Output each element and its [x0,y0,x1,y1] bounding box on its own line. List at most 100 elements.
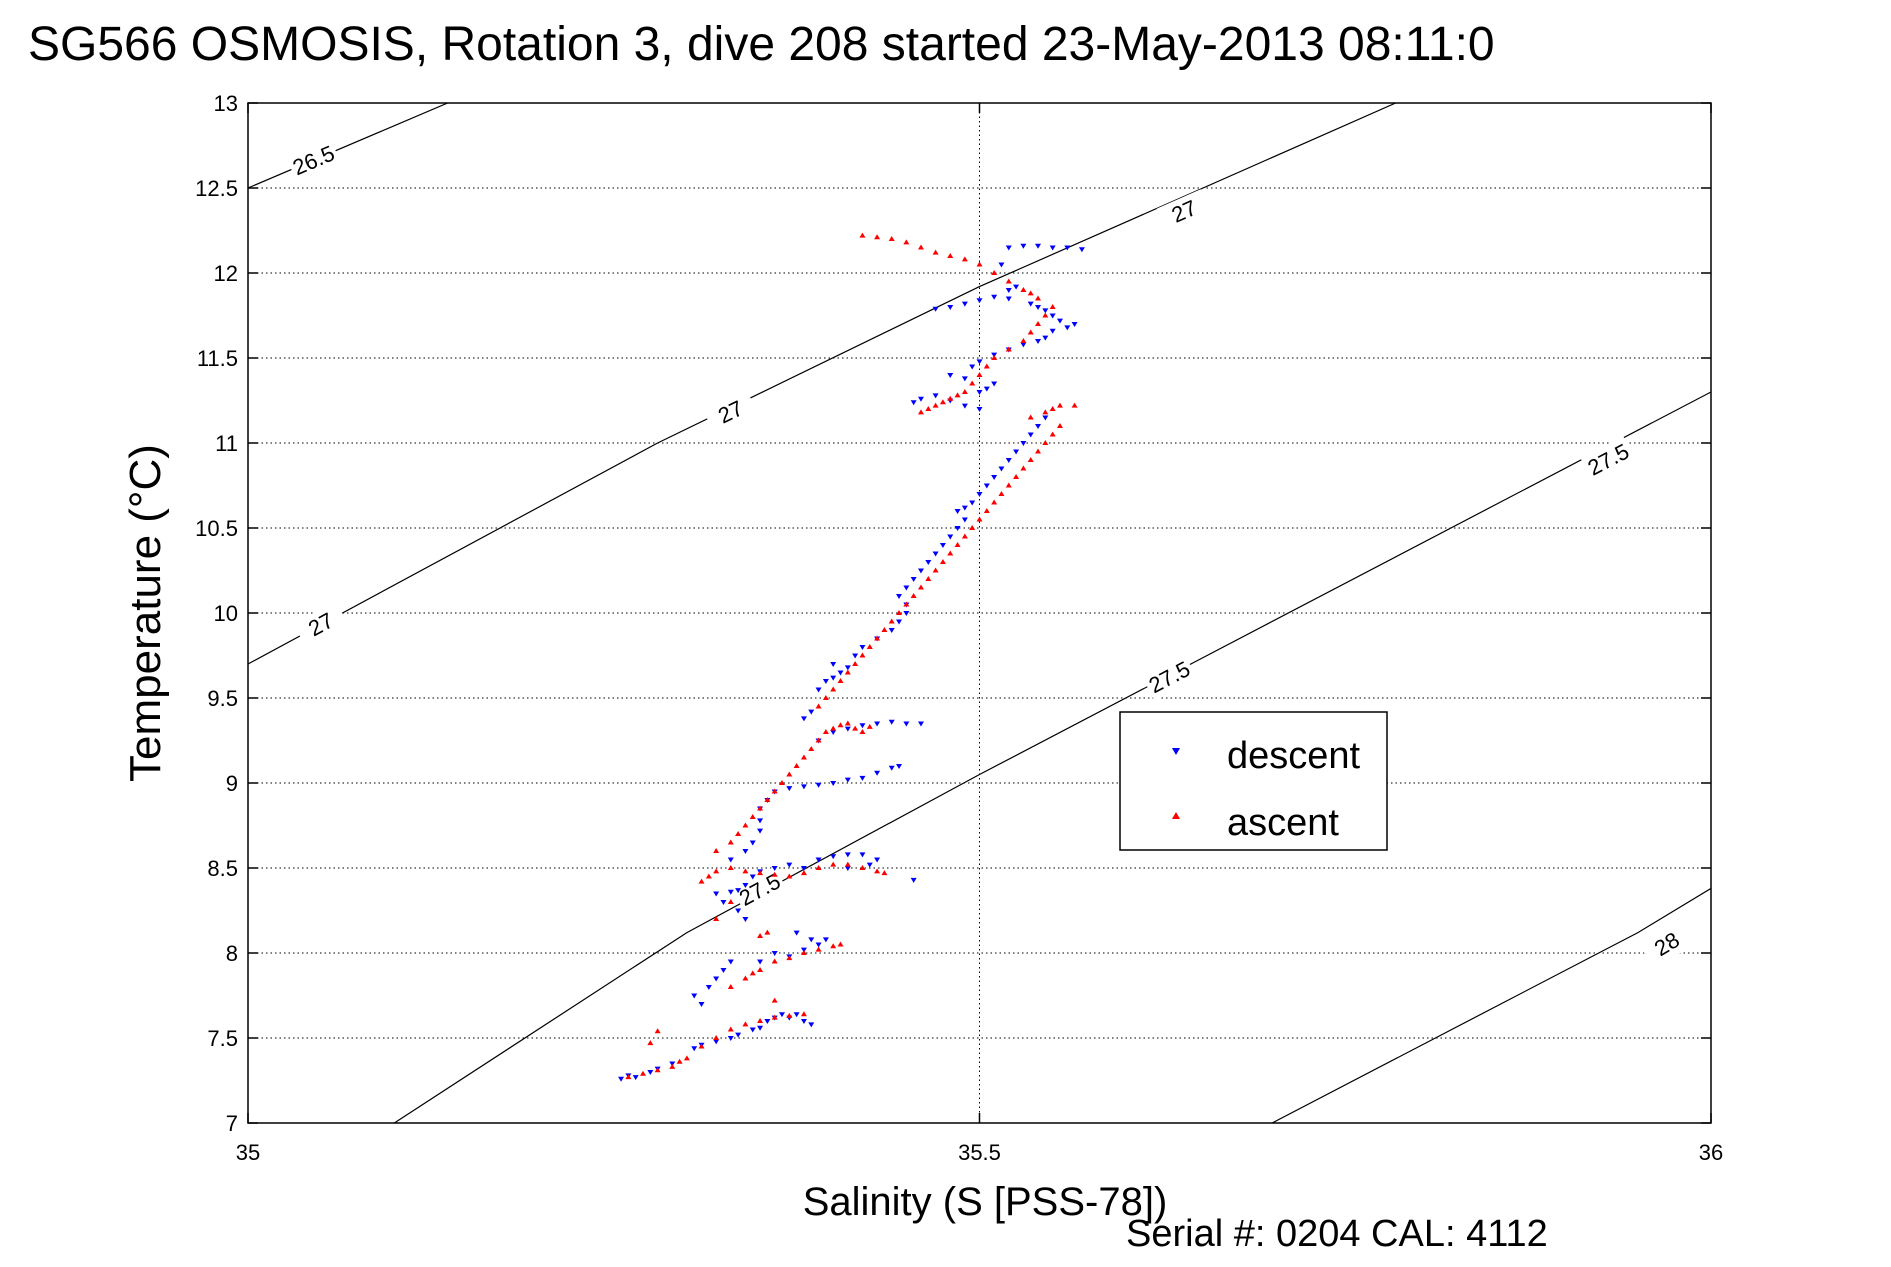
ascent-point [969,525,976,530]
legend-marker-ascent [1172,812,1180,819]
ascent-point [800,754,807,760]
descent-point [757,828,764,834]
descent-point [771,951,778,956]
descent-point [983,386,990,392]
ascent-point [1005,278,1012,284]
descent-point [691,1046,698,1052]
ascent-point [815,737,822,743]
descent-point [910,877,917,883]
ascent-point [1020,338,1027,343]
ascent-point [830,686,837,692]
y-tick-label: 10 [214,601,238,626]
descent-point [647,1070,654,1075]
descent-point [910,400,917,406]
ascent-point [954,542,961,547]
ascent-point [1027,457,1034,462]
ascent-point [698,878,705,884]
ascent-point [1020,287,1027,292]
descent-point [793,1012,800,1018]
descent-point [727,889,734,895]
ascent-point [888,618,895,624]
descent-point [618,1076,625,1082]
descent-point [917,396,924,402]
descent-point [800,784,807,790]
ascent-point [1027,290,1034,296]
ascent-point [1049,431,1056,437]
descent-point [859,645,866,650]
ascent-point [991,270,998,275]
ascent-point [625,1074,632,1080]
ascent-point [676,1058,683,1064]
descent-point [786,862,793,868]
ascent-point [793,763,800,768]
descent-point [991,475,998,480]
ascent-point [764,929,771,935]
descent-point [1020,342,1027,348]
descent-point [1056,318,1063,324]
descent-point [998,466,1005,472]
descent-point [800,866,807,871]
descent-point [859,852,866,858]
ascent-point [844,669,851,675]
ascent-point [727,839,734,845]
ascent-point [654,1028,661,1034]
ascent-point [917,584,924,590]
y-tick-label: 12.5 [195,176,238,201]
descent-point [632,1075,639,1081]
ascent-point [800,1011,807,1017]
descent-point [735,1032,742,1038]
descent-point [1049,245,1056,251]
descent-point [757,818,764,824]
descent-point [1013,284,1020,290]
descent-point [976,390,983,395]
ascent-point [1005,346,1012,352]
x-tick-label: 36 [1699,1140,1723,1165]
ascent-point [727,1026,734,1032]
ascent-point [1049,406,1056,411]
ascent-point [757,1018,764,1023]
isopycnal-line [248,103,1396,665]
ascent-point [1005,482,1012,488]
ascent-point [749,970,756,976]
ascent-point [976,261,983,267]
descent-point [1020,441,1027,446]
ascent-point [888,236,895,241]
descent-point [1035,243,1042,249]
descent-point [932,393,939,399]
ascent-point [983,508,990,513]
descent-point [961,376,968,382]
descent-point [947,305,954,310]
descent-point [713,976,720,982]
ascent-point [925,406,932,411]
descent-point [866,862,873,868]
x-tick-label: 35.5 [958,1140,1001,1165]
descent-point [969,364,976,370]
descent-point [830,730,837,735]
descent-point [844,726,851,732]
x-axis-label: Salinity (S [PSS-78]) [803,1180,1168,1224]
ascent-point [815,703,822,709]
descent-point [727,959,734,965]
ascent-point [961,533,968,539]
descent-point [991,294,998,300]
ascent-point [786,1012,793,1018]
descent-point [808,937,815,943]
ascent-point [654,1067,661,1073]
descent-point [830,854,837,860]
ascent-point [991,355,998,360]
data-markers [618,232,1085,1082]
ascent-point [859,865,866,870]
descent-point [925,560,932,565]
ascent-point [830,943,837,949]
ascent-point [932,402,939,408]
ascent-point [910,593,917,598]
descent-point [976,298,983,304]
descent-point [698,1002,705,1007]
descent-point [1005,245,1012,251]
descent-point [917,568,924,574]
descent-point [757,959,764,965]
y-tick-label: 9.5 [207,686,238,711]
descent-point [735,888,742,894]
descent-point [844,665,851,671]
ascent-point [1071,402,1078,408]
